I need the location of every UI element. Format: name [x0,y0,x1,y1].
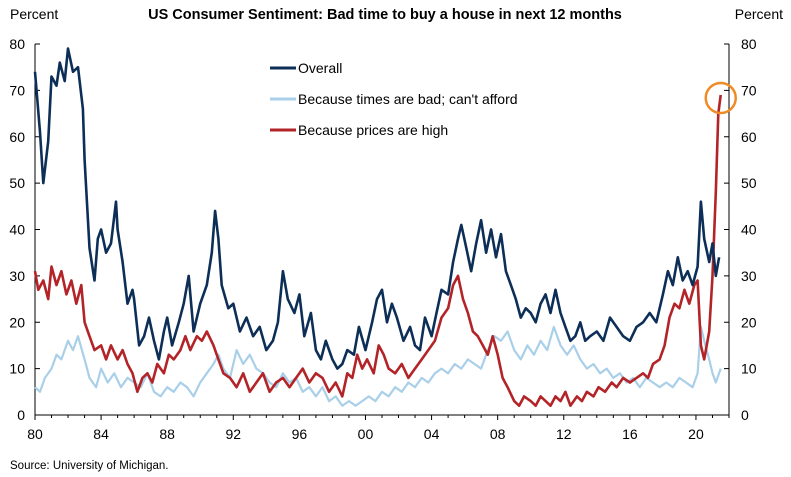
y-tick-label-left: 60 [9,129,25,145]
y-tick-label-right: 30 [741,268,757,284]
x-tick-label: 12 [556,426,572,442]
y-tick-label-left: 10 [9,361,25,377]
highlight-layer [704,81,737,115]
x-tick-label: 96 [292,426,308,442]
series-layer [33,47,722,408]
y-tick-label-left: 40 [9,222,25,238]
y-tick-label-right: 50 [741,175,757,191]
y-tick-label-right: 10 [741,361,757,377]
y-tick-label-right: 20 [741,314,757,330]
legend: Overall Because times are bad; can't affo… [270,60,518,138]
y-tick-label-right: 0 [741,407,749,423]
chart-title: US Consumer Sentiment: Bad time to buy a… [148,7,622,23]
right-axis-unit-label: Percent [735,6,783,22]
y-tick-label-right: 40 [741,222,757,238]
y-tick-label-left: 70 [9,82,25,98]
series-overall-line [33,47,721,370]
y-tick-label-left: 80 [9,36,25,52]
x-tick-label: 00 [358,426,374,442]
y-tick-label-right: 80 [741,36,757,52]
x-tick-label: 04 [424,426,440,442]
x-tick-label: 16 [622,426,638,442]
y-tick-label-left: 0 [17,407,25,423]
highlight-circle [704,81,737,115]
x-tick-label: 20 [688,426,704,442]
y-tick-label-right: 60 [741,129,757,145]
legend-item-prices-high-label: Because prices are high [298,122,448,138]
source-note: Source: University of Michigan. [10,460,169,472]
series-prices-high-line [33,94,722,408]
x-tick-label: 80 [27,426,43,442]
y-tick-label-left: 20 [9,314,25,330]
left-axis-unit-label: Percent [10,6,58,22]
x-tick-label: 92 [225,426,241,442]
legend-item-overall-label: Overall [298,60,342,76]
y-tick-label-right: 70 [741,82,757,98]
series-cant-afford-line [34,325,722,407]
y-tick-label-left: 50 [9,175,25,191]
x-tick-label: 08 [490,426,506,442]
legend-item-cant-afford-label: Because times are bad; can't afford [298,91,518,107]
x-tick-label: 88 [159,426,175,442]
x-tick-label: 84 [93,426,109,442]
y-tick-label-left: 30 [9,268,25,284]
